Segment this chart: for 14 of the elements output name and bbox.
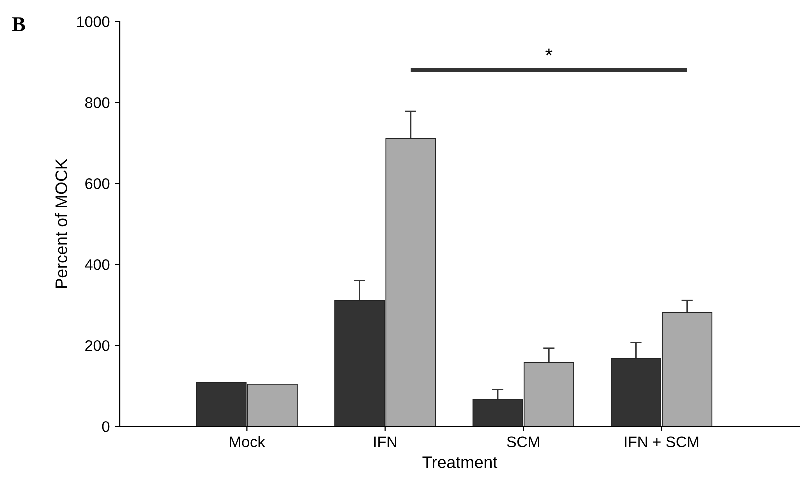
y-tick-label: 0: [102, 421, 110, 432]
x-tick-label: Mock: [230, 436, 266, 448]
x-axis-title: Treatment: [422, 456, 498, 468]
y-axis-title: Percent of MOCK: [55, 159, 68, 288]
y-tick-label: 600: [86, 178, 110, 190]
text: B: [12, 18, 26, 32]
y-tick-label: 1000: [77, 16, 110, 28]
x-tick-label: SCM: [507, 436, 540, 448]
x-tick-label: IFN: [374, 436, 396, 448]
y-tick-label: 800: [85, 98, 110, 108]
x-tick-label: IFN + SCM: [625, 436, 699, 448]
annotation: *: [546, 48, 553, 56]
y-tick-label: 400: [85, 259, 110, 270]
y-tick-label: 200: [86, 340, 110, 352]
